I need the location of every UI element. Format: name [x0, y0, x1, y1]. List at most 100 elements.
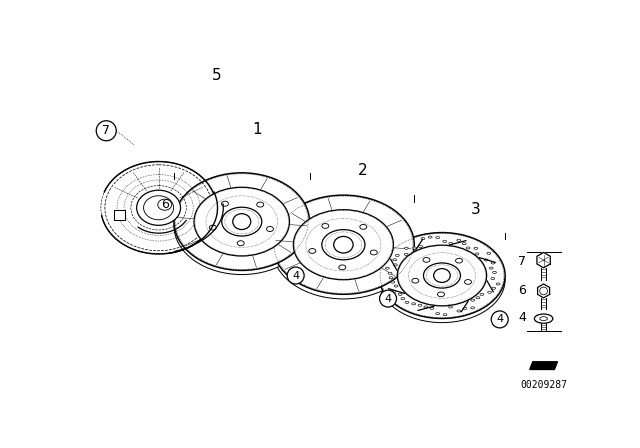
Text: 7: 7	[518, 255, 526, 268]
Polygon shape	[530, 362, 557, 370]
Ellipse shape	[423, 258, 430, 262]
Ellipse shape	[137, 190, 180, 225]
Text: 6: 6	[161, 198, 169, 211]
Ellipse shape	[379, 237, 505, 323]
Ellipse shape	[471, 307, 475, 309]
Ellipse shape	[449, 306, 452, 308]
Ellipse shape	[438, 292, 444, 297]
Ellipse shape	[534, 314, 553, 323]
Ellipse shape	[443, 314, 447, 316]
Ellipse shape	[396, 254, 399, 256]
Circle shape	[96, 121, 116, 141]
Ellipse shape	[194, 187, 289, 256]
Ellipse shape	[457, 239, 461, 241]
Ellipse shape	[419, 246, 422, 248]
Ellipse shape	[143, 196, 173, 220]
Ellipse shape	[371, 250, 377, 255]
Text: 4: 4	[496, 314, 503, 324]
Text: 00209287: 00209287	[520, 380, 567, 390]
Ellipse shape	[540, 317, 547, 321]
Ellipse shape	[397, 245, 486, 306]
Ellipse shape	[434, 269, 451, 282]
Ellipse shape	[471, 299, 475, 301]
Polygon shape	[538, 284, 550, 298]
Ellipse shape	[487, 252, 491, 254]
Ellipse shape	[449, 242, 452, 245]
Ellipse shape	[443, 240, 447, 242]
Ellipse shape	[413, 247, 417, 249]
Text: 7: 7	[102, 124, 110, 137]
Text: 4: 4	[518, 310, 526, 323]
Ellipse shape	[412, 303, 415, 305]
Ellipse shape	[412, 278, 419, 283]
Ellipse shape	[404, 253, 408, 255]
Text: 4: 4	[292, 271, 300, 280]
Ellipse shape	[489, 267, 493, 269]
Ellipse shape	[488, 291, 492, 293]
Ellipse shape	[174, 173, 310, 271]
Text: 2: 2	[358, 164, 367, 178]
Ellipse shape	[237, 241, 244, 246]
Ellipse shape	[293, 210, 394, 280]
Ellipse shape	[257, 202, 264, 207]
Ellipse shape	[273, 195, 414, 294]
Ellipse shape	[174, 177, 310, 275]
Ellipse shape	[401, 297, 405, 300]
Ellipse shape	[493, 271, 497, 273]
Ellipse shape	[463, 307, 467, 310]
Ellipse shape	[436, 313, 440, 314]
Ellipse shape	[480, 293, 484, 295]
Ellipse shape	[393, 259, 397, 261]
Ellipse shape	[428, 236, 432, 238]
Ellipse shape	[391, 281, 395, 283]
Ellipse shape	[221, 201, 228, 206]
Ellipse shape	[158, 199, 172, 210]
Circle shape	[287, 267, 304, 284]
Circle shape	[380, 290, 397, 307]
Ellipse shape	[484, 259, 488, 261]
Ellipse shape	[436, 237, 440, 239]
Ellipse shape	[418, 304, 422, 306]
Circle shape	[492, 311, 508, 328]
Ellipse shape	[221, 207, 262, 236]
Ellipse shape	[379, 233, 505, 319]
Text: 3: 3	[471, 202, 481, 217]
Ellipse shape	[462, 243, 466, 245]
Ellipse shape	[465, 280, 472, 284]
Ellipse shape	[476, 297, 480, 299]
Text: 4: 4	[385, 293, 392, 304]
Ellipse shape	[209, 225, 216, 230]
Ellipse shape	[309, 249, 316, 254]
Ellipse shape	[456, 258, 463, 263]
Polygon shape	[113, 210, 125, 220]
Ellipse shape	[496, 283, 500, 285]
Ellipse shape	[360, 224, 367, 229]
Ellipse shape	[466, 247, 470, 249]
Ellipse shape	[424, 263, 460, 288]
Ellipse shape	[474, 247, 478, 250]
Ellipse shape	[491, 277, 495, 280]
Ellipse shape	[389, 277, 393, 279]
Ellipse shape	[405, 302, 409, 303]
Text: 5: 5	[212, 68, 221, 83]
Ellipse shape	[421, 237, 425, 240]
Ellipse shape	[233, 214, 251, 229]
Ellipse shape	[475, 253, 479, 255]
Ellipse shape	[388, 272, 392, 274]
Ellipse shape	[333, 237, 353, 253]
Ellipse shape	[457, 310, 461, 312]
Ellipse shape	[492, 287, 496, 289]
Ellipse shape	[394, 285, 398, 287]
Ellipse shape	[424, 306, 428, 308]
Ellipse shape	[430, 307, 434, 310]
Ellipse shape	[398, 293, 402, 295]
Ellipse shape	[491, 262, 495, 264]
Ellipse shape	[266, 227, 273, 232]
Ellipse shape	[339, 265, 346, 270]
Text: 6: 6	[518, 284, 526, 297]
Ellipse shape	[273, 200, 414, 299]
Ellipse shape	[394, 264, 397, 266]
Ellipse shape	[385, 267, 389, 269]
Polygon shape	[537, 252, 550, 268]
Ellipse shape	[322, 230, 365, 260]
